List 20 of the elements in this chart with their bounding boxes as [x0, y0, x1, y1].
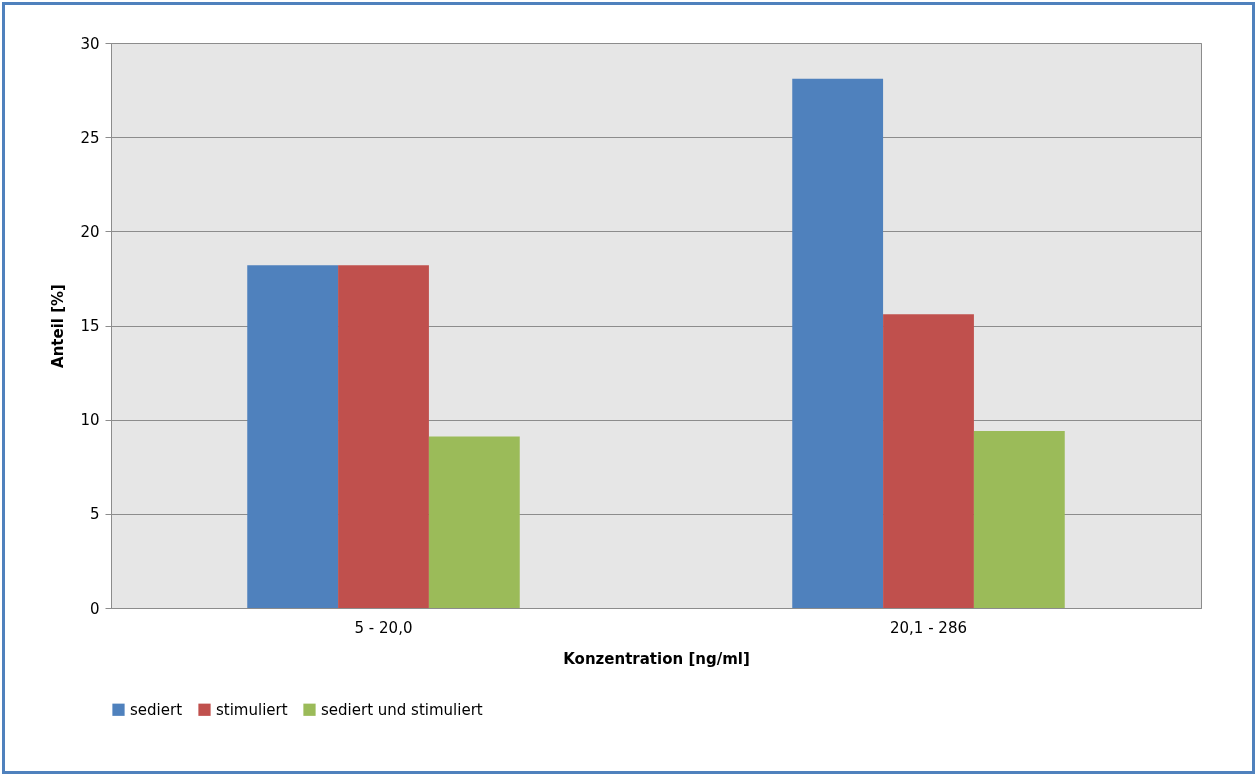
- x-axis-title: Konzentration [ng/ml]: [563, 649, 750, 668]
- legend-label: sediert: [130, 700, 183, 719]
- legend-label: sediert und stimuliert: [321, 700, 483, 719]
- bar: [247, 265, 339, 608]
- y-tick-label: 0: [89, 599, 100, 618]
- bar: [883, 314, 974, 608]
- bar: [973, 430, 1065, 608]
- y-tick-label: 5: [89, 505, 100, 524]
- bar: [338, 265, 429, 608]
- y-tick-label: 10: [80, 411, 100, 430]
- y-tick-label: 20: [80, 222, 100, 241]
- bar: [792, 78, 884, 608]
- y-axis-title: Anteil [%]: [49, 284, 68, 368]
- y-tick-label: 30: [80, 34, 100, 53]
- y-tick-label: 25: [80, 128, 100, 147]
- x-tick-label: 20,1 - 286: [890, 618, 967, 637]
- x-tick-label: 5 - 20,0: [354, 618, 413, 637]
- y-tick-label: 15: [80, 317, 100, 335]
- legend-label: stimuliert: [216, 700, 288, 719]
- bar: [428, 436, 520, 608]
